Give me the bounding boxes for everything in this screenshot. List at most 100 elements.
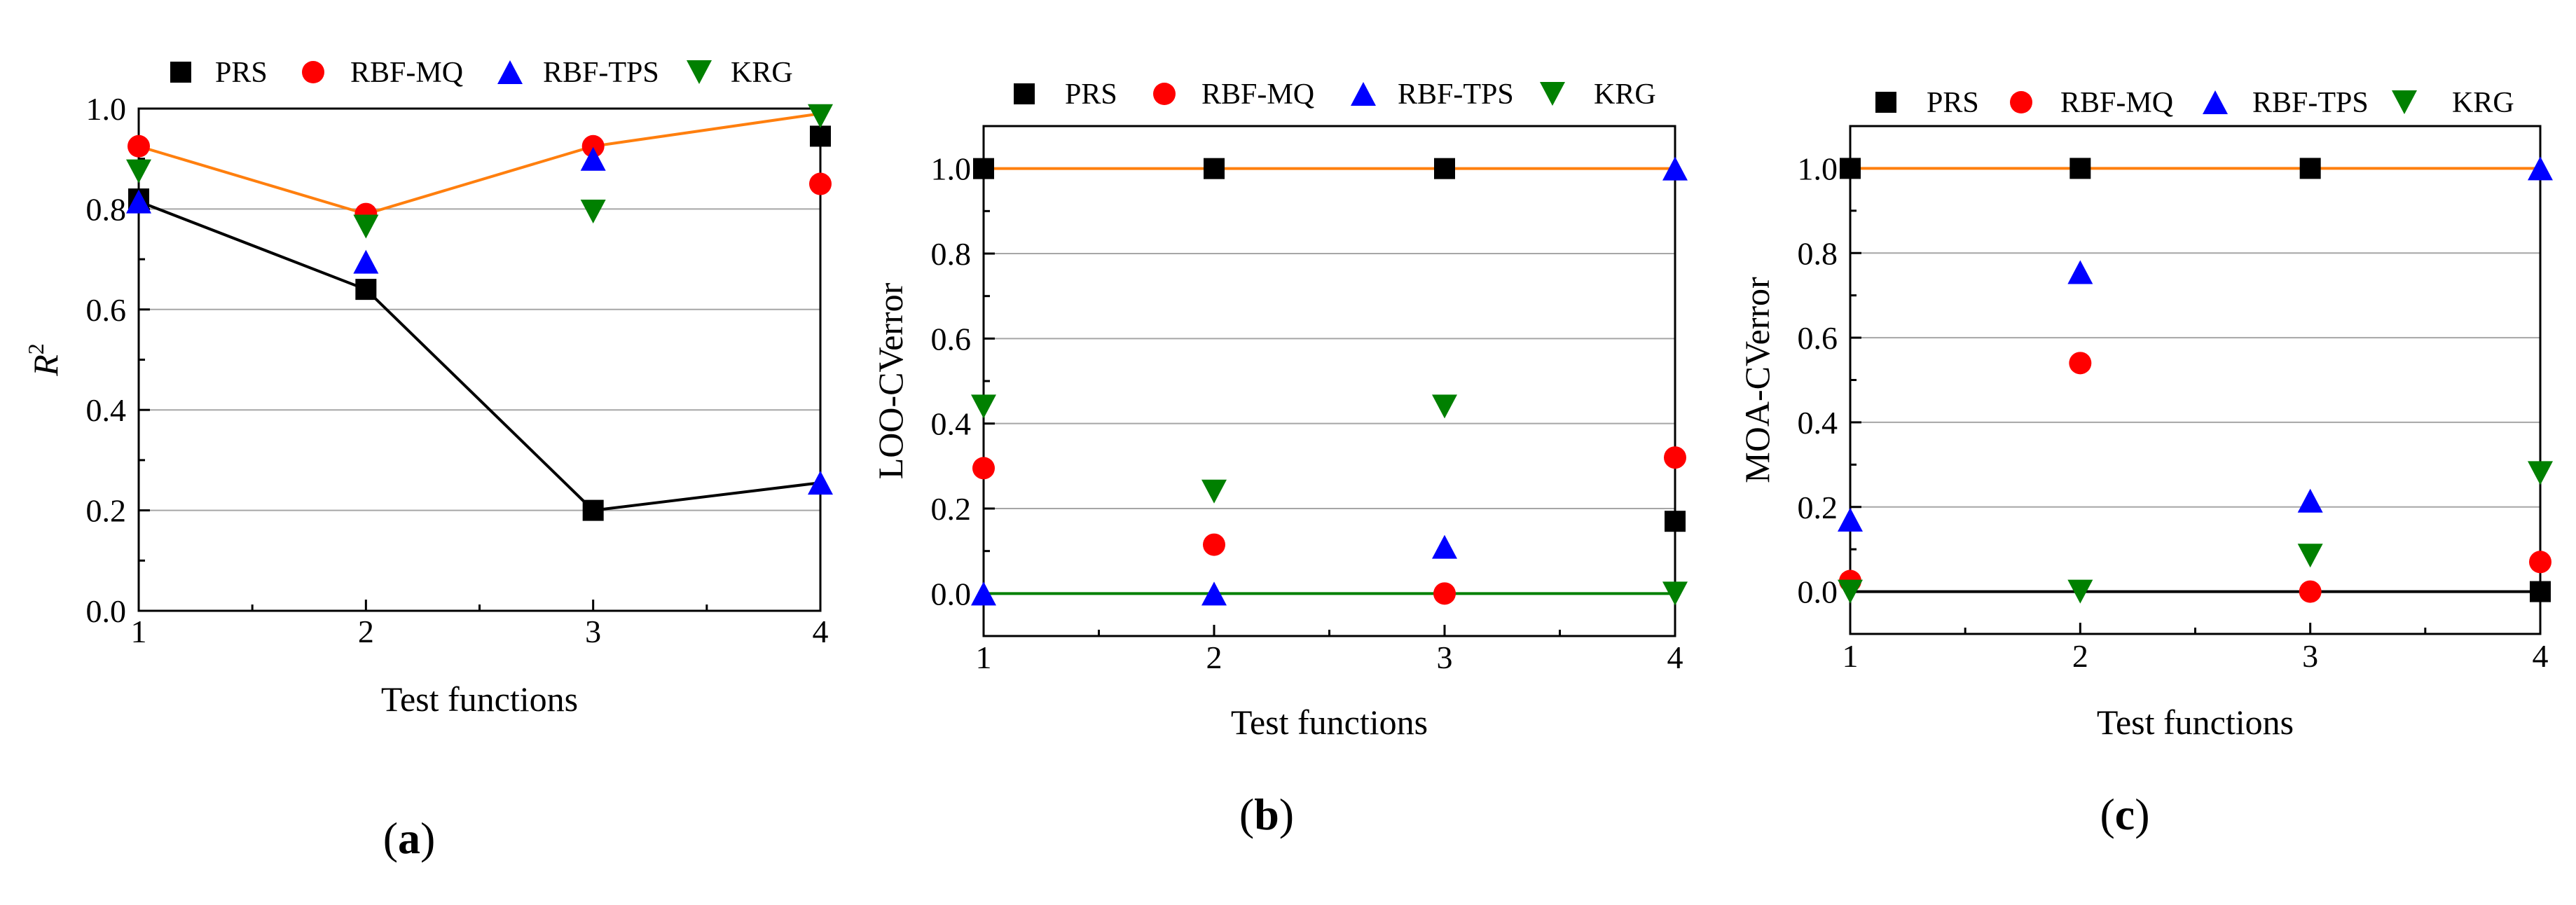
y-axis-label: MOA-CVerror [1737, 277, 1777, 483]
data-point-rbf-tps-4 [1662, 156, 1688, 181]
panel-label-letter: b [1254, 789, 1279, 839]
y-axis-label-text: LOO-CVerror [871, 282, 910, 479]
data-point-rbf-mq-3 [1433, 582, 1456, 605]
data-point-prs-4 [1665, 511, 1686, 532]
x-tick-label: 3 [585, 614, 601, 649]
plot-frame [982, 125, 1676, 637]
legend: PRS RBF-MQ RBF-TPS KRG [1875, 87, 2514, 119]
chart-panel-c: 0.0 0.2 0.4 0.6 0.8 1.0 1 2 3 4 Test functions MOA-… [1737, 87, 2553, 839]
data-point-rbf-mq-4 [809, 172, 832, 195]
y-tick-label: 0.0 [1798, 574, 1838, 610]
data-point-krg-1 [126, 159, 151, 184]
y-tick-label: 0.6 [1798, 320, 1838, 356]
y-tick-label: 0.2 [86, 493, 127, 529]
y-tick-label: 1.0 [1798, 151, 1838, 186]
y-tick-label: 0.8 [86, 191, 127, 227]
x-tick-label: 1 [1843, 638, 1859, 674]
legend-marker-prs [170, 62, 191, 83]
legend-label: RBF-TPS [2252, 87, 2369, 119]
legend-label: RBF-MQ [2060, 87, 2173, 119]
data-point-rbf-tps-2 [1201, 581, 1227, 606]
chart-panel-b: 0.0 0.2 0.4 0.6 0.8 1.0 1 2 3 4 Test functions LOO-… [871, 78, 1688, 839]
legend-label: PRS [215, 57, 268, 89]
legend-marker-krg [2392, 90, 2417, 114]
legend-marker-krg [1540, 82, 1565, 106]
data-point-krg-3 [1432, 394, 1457, 419]
x-tick-label: 1 [976, 640, 992, 675]
data-point-prs-4 [810, 125, 831, 147]
y-tick-label: 0.4 [86, 392, 127, 428]
data-point-krg-2 [2067, 579, 2093, 604]
data-point-rbf-tps-2 [2067, 260, 2093, 284]
data-point-krg-4 [1662, 581, 1688, 606]
data-point-prs-2 [1204, 158, 1225, 179]
data-point-rbf-mq-4 [1664, 446, 1686, 469]
plot-frame [1849, 125, 2542, 635]
legend-label: PRS [1065, 78, 1117, 111]
data-point-rbf-tps-1 [126, 189, 151, 214]
y-tick-label: 0.4 [1798, 405, 1838, 441]
data-point-prs-3 [1434, 158, 1455, 179]
legend-label: RBF-MQ [350, 57, 463, 89]
x-axis-label: Test functions [2097, 703, 2294, 742]
panel-label-open: ( [383, 813, 398, 863]
x-tick-label: 4 [813, 614, 829, 649]
y-tick-label: 1.0 [86, 91, 127, 127]
data-point-krg-4 [808, 104, 833, 128]
data-point-krg-2 [353, 214, 379, 239]
data-point-prs-2 [355, 279, 377, 300]
data-point-rbf-tps-1 [971, 581, 996, 606]
data-point-rbf-mq-3 [581, 134, 605, 158]
panel-label-close: ) [420, 813, 435, 863]
legend-marker-prs [1875, 92, 1896, 113]
x-axis-label: Test functions [381, 679, 578, 719]
data-point-prs-3 [582, 499, 604, 521]
y-axis-label-text: MOA-CVerror [1737, 277, 1777, 483]
y-tick-label: 0.2 [931, 491, 972, 527]
x-tick-label: 3 [1437, 640, 1453, 675]
data-point-prs-3 [2299, 158, 2321, 179]
y-tick-label: 0.8 [1798, 235, 1838, 271]
panel-label-close: ) [1279, 789, 1294, 839]
data-point-prs-1 [973, 158, 994, 179]
y-axis-label-text: R [26, 354, 65, 377]
data-point-rbf-mq-1 [128, 134, 150, 158]
data-point-krg-3 [2297, 544, 2323, 568]
x-tick-label: 4 [2533, 638, 2549, 674]
data-point-rbf-tps-1 [1838, 507, 1863, 532]
data-point-rbf-tps-3 [1432, 534, 1457, 559]
y-tick-label: 0.0 [86, 593, 127, 629]
data-point-krg-1 [1838, 579, 1863, 604]
data-point-rbf-mq-4 [2529, 551, 2551, 574]
legend-label: KRG [731, 57, 793, 89]
data-point-rbf-tps-4 [2528, 156, 2553, 181]
legend-marker-rbf-tps [497, 60, 523, 84]
x-tick-label: 2 [358, 614, 374, 649]
y-axis-label-superscript: 2 [23, 343, 48, 354]
legend-label: PRS [1927, 87, 1979, 119]
data-point-krg-2 [1201, 479, 1227, 504]
data-point-krg-3 [580, 199, 606, 223]
y-tick-label: 0.8 [931, 236, 972, 272]
y-tick-label: 1.0 [931, 151, 972, 187]
legend: PRS RBF-MQ RBF-TPS KRG [1014, 78, 1656, 111]
series-line-worst [138, 200, 821, 512]
y-axis-label: R2 [23, 343, 65, 377]
x-axis-label: Test functions [1231, 703, 1428, 742]
legend-label: KRG [1594, 78, 1656, 111]
legend-marker-rbf-tps [1351, 82, 1376, 106]
x-tick-label: 1 [131, 614, 147, 649]
data-point-rbf-mq-1 [972, 457, 995, 480]
y-tick-label: 0.6 [86, 292, 127, 328]
panel-label-letter: a [398, 813, 420, 863]
y-tick-label: 0.6 [931, 321, 972, 357]
panel-label-close: ) [2135, 789, 2149, 839]
plot-frame [137, 107, 822, 612]
legend: PRS RBF-MQ RBF-TPS KRG [170, 57, 793, 89]
y-tick-label: 0.4 [931, 406, 972, 442]
data-point-krg-1 [971, 394, 996, 419]
legend-marker-rbf-mq [302, 61, 324, 83]
legend-label: RBF-TPS [1398, 78, 1514, 111]
